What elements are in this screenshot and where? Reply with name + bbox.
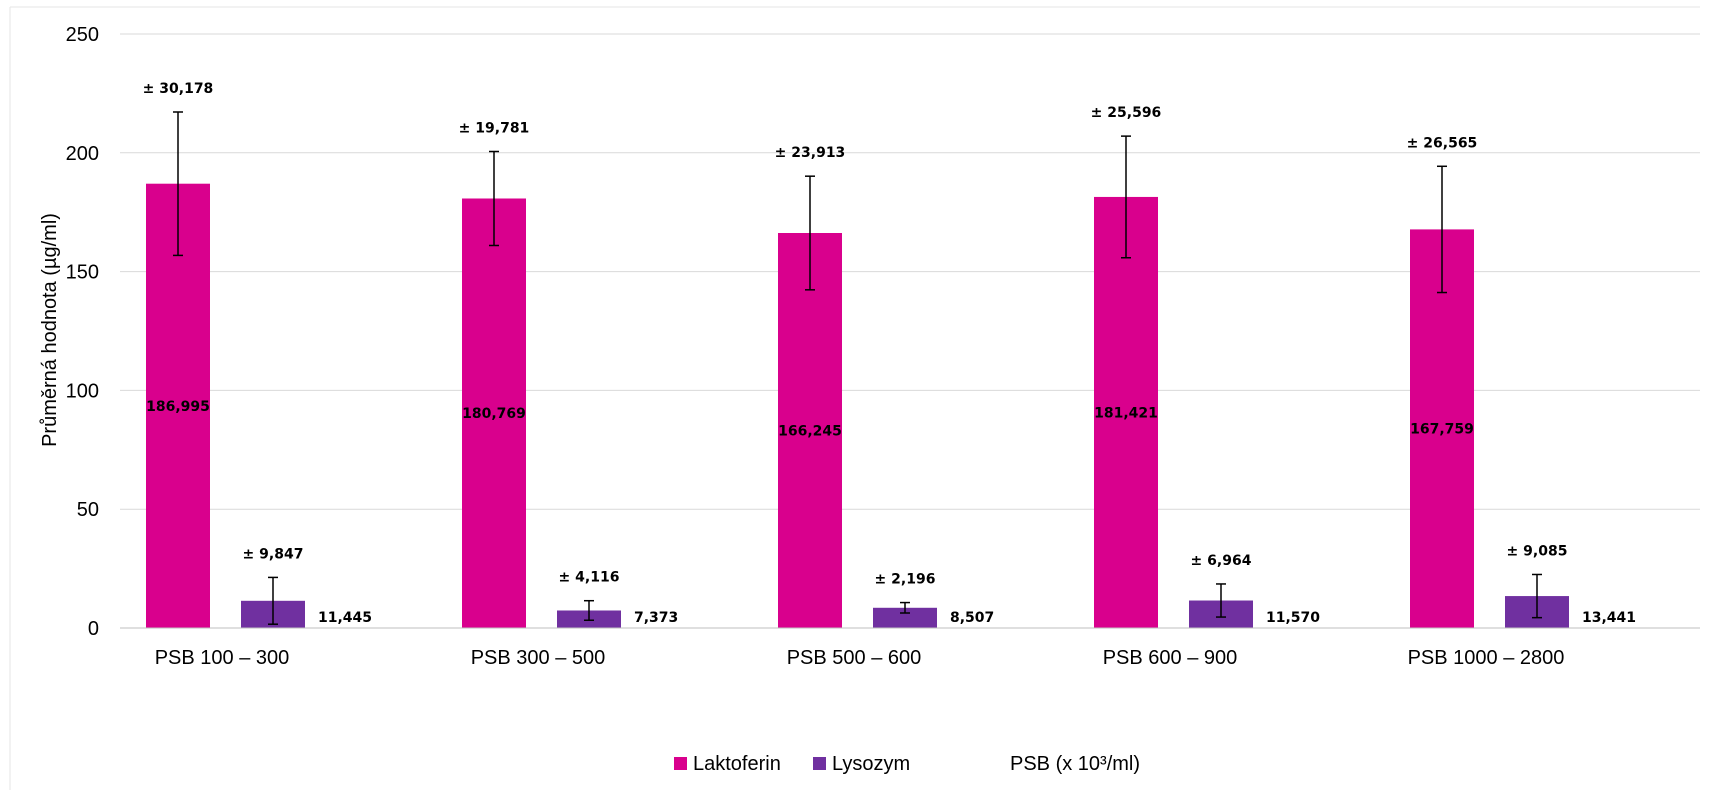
legend-swatch-lysozym bbox=[813, 757, 826, 770]
value-label: 186,995 bbox=[146, 399, 210, 415]
y-tick-label: 50 bbox=[77, 499, 99, 521]
gridlines bbox=[120, 33, 1700, 510]
value-label: 11,445 bbox=[318, 610, 372, 626]
error-label: ± 26,565 bbox=[1407, 135, 1478, 151]
y-tick-label: 250 bbox=[66, 24, 99, 46]
error-label: ± 9,085 bbox=[1507, 543, 1568, 559]
value-label: 166,245 bbox=[778, 424, 842, 440]
bar-laktoferin-4 bbox=[1410, 229, 1474, 629]
x-axis-title: PSB (x 10³/ml) bbox=[1010, 753, 1140, 775]
error-label: ± 30,178 bbox=[143, 81, 214, 97]
y-tick-label: 0 bbox=[88, 618, 99, 640]
error-label: ± 19,781 bbox=[459, 120, 530, 136]
value-label: 11,570 bbox=[1266, 610, 1320, 626]
bar-laktoferin-1 bbox=[462, 198, 526, 628]
error-label: ± 23,913 bbox=[775, 145, 846, 161]
bar-laktoferin-2 bbox=[778, 233, 842, 628]
error-label: ± 9,847 bbox=[243, 546, 304, 562]
bar-laktoferin-0 bbox=[146, 183, 210, 628]
y-tick-label: 150 bbox=[66, 262, 99, 284]
x-category-label: PSB 300 – 500 bbox=[471, 647, 606, 669]
y-axis-title: Průměrná hodnota (µg/ml) bbox=[39, 213, 61, 447]
value-label: 8,507 bbox=[950, 610, 994, 626]
y-tick-label: 100 bbox=[66, 380, 99, 402]
legend-swatch-laktoferin bbox=[674, 757, 687, 770]
error-label: ± 4,116 bbox=[559, 570, 620, 586]
x-category-label: PSB 600 – 900 bbox=[1103, 647, 1238, 669]
value-label: 167,759 bbox=[1410, 422, 1474, 438]
error-label: ± 25,596 bbox=[1091, 105, 1162, 121]
x-category-label: PSB 100 – 300 bbox=[155, 647, 290, 669]
legend: Laktoferin Lysozym PSB (x 10³/ml) bbox=[674, 753, 1140, 775]
x-category-label: PSB 1000 – 2800 bbox=[1408, 647, 1565, 669]
value-label: 180,769 bbox=[462, 406, 526, 422]
x-axis-categories: PSB 100 – 300 PSB 300 – 500 PSB 500 – 600 P… bbox=[155, 647, 1565, 669]
x-category-label: PSB 500 – 600 bbox=[787, 647, 922, 669]
legend-label-lysozym: Lysozym bbox=[832, 753, 910, 775]
legend-label-laktoferin: Laktoferin bbox=[693, 753, 781, 775]
error-label: ± 6,964 bbox=[1191, 553, 1252, 569]
value-label: 7,373 bbox=[634, 610, 678, 626]
bar-laktoferin-3 bbox=[1094, 196, 1158, 628]
data-labels: ± 30,178 186,995 ± 9,847 11,445 ± 19,781 180,… bbox=[143, 81, 1636, 626]
error-label: ± 2,196 bbox=[875, 572, 936, 588]
value-label: 13,441 bbox=[1582, 610, 1636, 626]
value-label: 181,421 bbox=[1094, 405, 1158, 421]
error-bars bbox=[173, 111, 1542, 625]
bars bbox=[146, 183, 1569, 629]
bar-lysozym-2 bbox=[873, 607, 937, 628]
y-axis-ticks: 0 50 100 150 200 250 bbox=[66, 24, 99, 640]
y-tick-label: 200 bbox=[66, 143, 99, 165]
